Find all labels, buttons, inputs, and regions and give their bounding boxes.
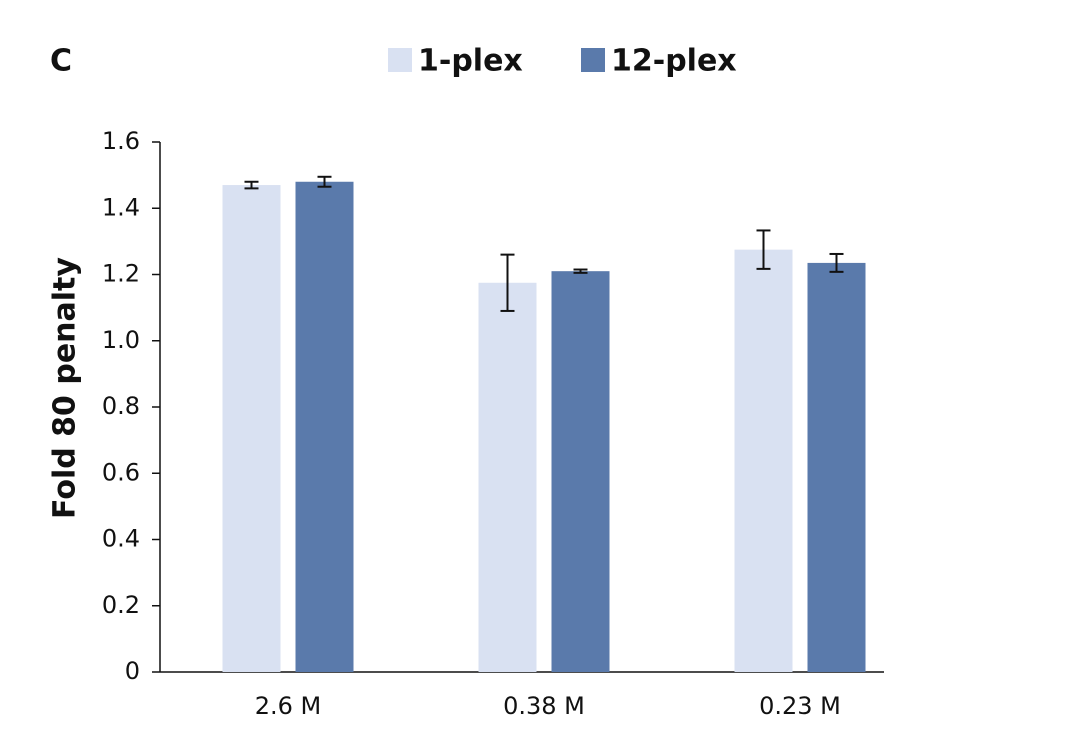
y-tick-label: 1.0: [102, 326, 140, 354]
y-tick-label: 0.2: [102, 591, 140, 619]
y-tick-label: 0.4: [102, 525, 140, 553]
y-tick-label: 1.4: [102, 193, 140, 221]
bar: [222, 185, 281, 672]
y-axis-label: Fold 80 penalty: [48, 257, 83, 519]
error-bar: [500, 253, 515, 312]
legend-label: 12-plex: [611, 44, 737, 79]
legend-label: 1-plex: [418, 44, 523, 79]
bar: [551, 271, 610, 672]
error-bar: [573, 268, 588, 274]
legend-swatch: [388, 48, 412, 72]
error-bar: [829, 252, 844, 273]
y-tick-label: 0.6: [102, 458, 140, 486]
bar: [734, 249, 793, 672]
y-tick-label: 0: [125, 657, 140, 685]
bar: [807, 262, 866, 672]
x-tick-label: 0.38 M: [503, 692, 585, 720]
panel-label: C: [50, 44, 72, 79]
x-tick-label: 2.6 M: [255, 692, 322, 720]
error-bar: [756, 229, 771, 270]
bar: [478, 282, 537, 672]
y-tick-label: 1.2: [102, 260, 140, 288]
x-tick-label: 0.23 M: [759, 692, 841, 720]
error-bar: [244, 180, 259, 190]
bar: [295, 181, 354, 672]
y-tick-label: 1.6: [102, 127, 140, 155]
legend-swatch: [581, 48, 605, 72]
error-bar: [317, 175, 332, 188]
y-tick-label: 0.8: [102, 392, 140, 420]
